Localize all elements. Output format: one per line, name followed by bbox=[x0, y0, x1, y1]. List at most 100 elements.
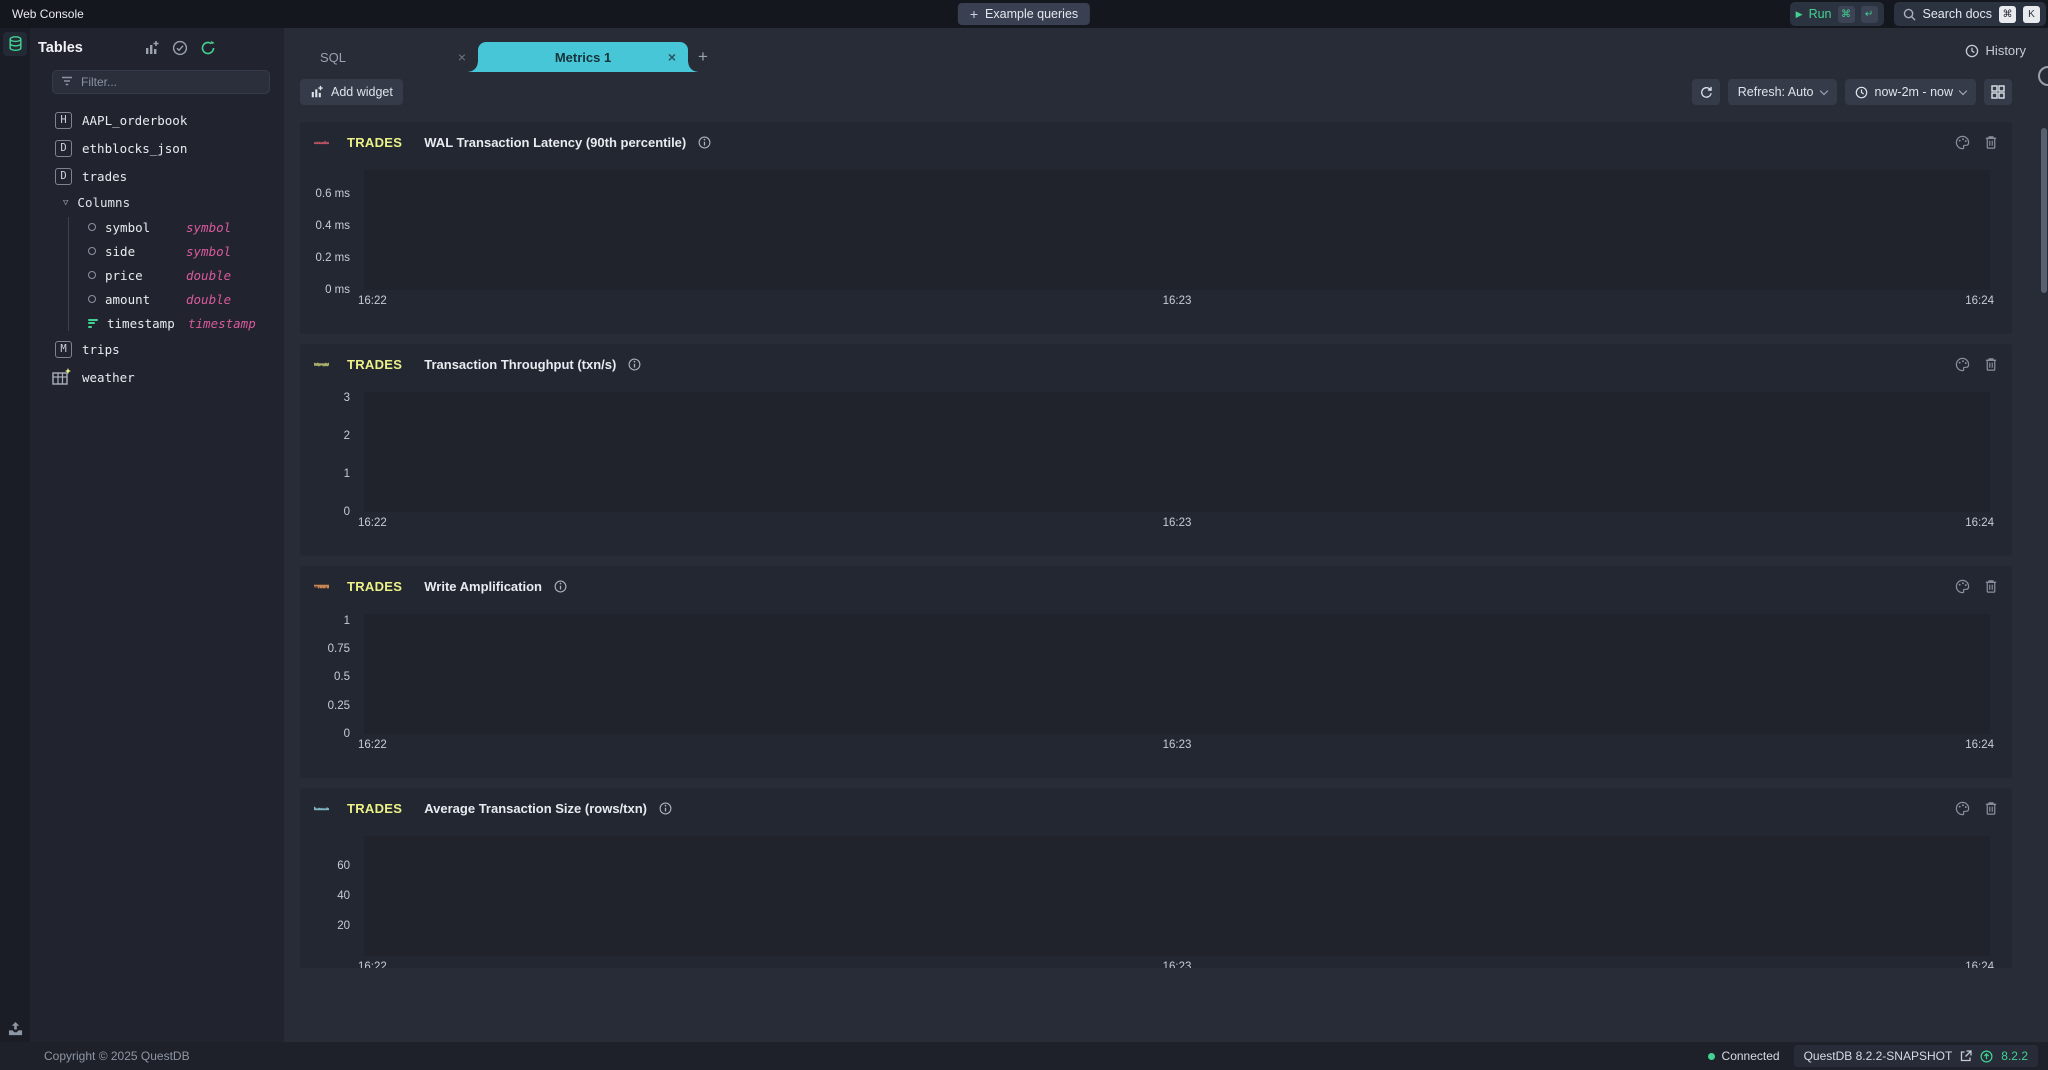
table-row-aapl-orderbook[interactable]: H AAPL_orderbook bbox=[30, 106, 284, 134]
trash-icon[interactable] bbox=[1984, 357, 1998, 372]
info-icon[interactable] bbox=[554, 580, 567, 593]
check-circle-icon[interactable] bbox=[172, 40, 188, 56]
partition-badge: H bbox=[55, 111, 72, 129]
materialized-table-icon bbox=[52, 368, 71, 385]
version-chip: QuestDB 8.2.2-SNAPSHOT 8.2.2 bbox=[1793, 1045, 2038, 1067]
partition-badge: D bbox=[55, 139, 72, 157]
columns-toggle[interactable]: ▽ Columns bbox=[30, 190, 284, 215]
palette-icon[interactable] bbox=[1955, 579, 1970, 594]
widget-header[interactable]: TRADES Average Transaction Size (rows/tx… bbox=[300, 794, 2012, 822]
app-title: Web Console bbox=[12, 7, 84, 21]
tab-sql[interactable]: SQL × bbox=[300, 42, 478, 72]
close-icon[interactable]: × bbox=[667, 49, 676, 65]
add-widget-icon bbox=[311, 85, 323, 98]
main-area: SQL × Metrics 1 × + History Add widget bbox=[284, 28, 2048, 1042]
column-row-price[interactable]: price double bbox=[30, 263, 284, 287]
column-row-amount[interactable]: amount double bbox=[30, 287, 284, 311]
table-row-trades[interactable]: D trades bbox=[30, 162, 284, 190]
sidebar-title: Tables bbox=[38, 40, 83, 56]
refresh-tables-icon[interactable] bbox=[200, 40, 216, 56]
x-axis-tick: 16:22 bbox=[358, 961, 387, 968]
info-icon[interactable] bbox=[659, 802, 672, 815]
trash-icon[interactable] bbox=[1984, 135, 1998, 150]
close-icon[interactable]: × bbox=[457, 49, 466, 65]
metric-widget-1: TRADES WAL Transaction Latency (90th per… bbox=[300, 122, 2012, 334]
time-range-dropdown[interactable]: now-2m - now bbox=[1844, 79, 1976, 105]
run-label: Run bbox=[1808, 7, 1832, 21]
palette-icon[interactable] bbox=[1955, 135, 1970, 150]
y-axis-tick: 0 bbox=[343, 728, 350, 740]
chart-plot[interactable] bbox=[364, 170, 1990, 290]
upload-icon[interactable] bbox=[7, 1021, 24, 1036]
info-icon[interactable] bbox=[698, 136, 711, 149]
x-axis: 16:22 16:23 16:24 bbox=[358, 960, 1994, 968]
y-axis: 3 2 1 0 bbox=[310, 392, 356, 518]
layout-grid-button[interactable] bbox=[1984, 79, 2012, 105]
version-tag: 8.2.2 bbox=[2001, 1049, 2028, 1063]
column-type: double bbox=[186, 267, 232, 283]
run-button[interactable]: ▶ Run ⌘ ↵ bbox=[1789, 2, 1884, 26]
column-row-side[interactable]: side symbol bbox=[30, 239, 284, 263]
refresh-rate-dropdown[interactable]: Refresh: Auto bbox=[1727, 79, 1837, 105]
x-axis: 16:22 16:23 16:24 bbox=[358, 516, 1994, 532]
palette-icon[interactable] bbox=[1955, 801, 1970, 816]
search-docs-button[interactable]: Search docs ⌘ K bbox=[1893, 2, 2046, 26]
y-axis-tick: 0 bbox=[343, 506, 350, 518]
widget-table-name: TRADES bbox=[347, 134, 403, 150]
update-available-icon[interactable] bbox=[1980, 1050, 1993, 1063]
y-axis-tick: 20 bbox=[337, 920, 350, 932]
chart-plot[interactable] bbox=[364, 392, 1990, 512]
y-axis-tick: 0.4 ms bbox=[315, 220, 350, 232]
refresh-icon bbox=[1700, 86, 1712, 98]
trash-icon[interactable] bbox=[1984, 801, 1998, 816]
x-axis-tick: 16:22 bbox=[358, 295, 387, 307]
history-clock-icon bbox=[1965, 44, 1978, 57]
table-row-weather[interactable]: weather bbox=[30, 363, 284, 391]
external-link-icon[interactable] bbox=[1960, 1050, 1972, 1062]
connected-dot-icon bbox=[1707, 1052, 1715, 1060]
column-type: symbol bbox=[186, 243, 232, 259]
clipped-edge-button[interactable] bbox=[2038, 66, 2048, 86]
time-range-label: now-2m - now bbox=[1874, 85, 1954, 99]
history-button[interactable]: History bbox=[1965, 43, 2026, 58]
x-axis-tick: 16:22 bbox=[358, 739, 387, 751]
table-name: weather bbox=[82, 369, 135, 385]
connection-status: Connected bbox=[1707, 1049, 1780, 1063]
y-axis-tick: 0.6 ms bbox=[315, 188, 350, 200]
column-row-symbol[interactable]: symbol symbol bbox=[30, 215, 284, 239]
search-icon bbox=[1903, 8, 1916, 21]
chart-plot[interactable] bbox=[364, 836, 1990, 956]
new-tab-button[interactable]: + bbox=[688, 42, 718, 72]
add-widget-button[interactable]: Add widget bbox=[300, 79, 403, 105]
table-icon bbox=[314, 358, 329, 371]
refresh-dashboard-button[interactable] bbox=[1691, 79, 1720, 105]
table-icon bbox=[314, 580, 329, 593]
tab-metrics-1[interactable]: Metrics 1 × bbox=[468, 42, 698, 72]
palette-icon[interactable] bbox=[1955, 357, 1970, 372]
table-filter-input[interactable] bbox=[52, 70, 270, 94]
trash-icon[interactable] bbox=[1984, 579, 1998, 594]
column-name: side bbox=[105, 243, 136, 259]
column-type: symbol bbox=[186, 219, 232, 235]
x-axis: 16:22 16:23 16:24 bbox=[358, 294, 1994, 310]
table-row-trips[interactable]: M trips bbox=[30, 335, 284, 363]
column-row-timestamp[interactable]: timestamp timestamp bbox=[30, 311, 284, 335]
widget-header[interactable]: TRADES Transaction Throughput (txn/s) bbox=[300, 350, 2012, 378]
x-axis-tick: 16:23 bbox=[1162, 295, 1192, 307]
widget-title: WAL Transaction Latency (90th percentile… bbox=[424, 134, 687, 150]
add-metrics-icon[interactable] bbox=[144, 40, 160, 56]
chart-plot[interactable] bbox=[364, 614, 1990, 734]
search-docs-label: Search docs bbox=[1922, 7, 1992, 21]
y-axis-tick: 0.75 bbox=[327, 643, 350, 656]
info-icon[interactable] bbox=[628, 358, 641, 371]
table-icon bbox=[314, 802, 329, 810]
x-axis: 16:22 16:23 16:24 bbox=[358, 738, 1994, 754]
table-row-ethblocks-json[interactable]: D ethblocks_json bbox=[30, 134, 284, 162]
widget-header[interactable]: TRADES WAL Transaction Latency (90th per… bbox=[300, 128, 2012, 156]
database-nav-button[interactable] bbox=[3, 32, 27, 56]
scrollbar-thumb[interactable] bbox=[2041, 128, 2047, 293]
widget-header[interactable]: TRADES Write Amplification bbox=[300, 572, 2012, 600]
example-queries-button[interactable]: + Example queries bbox=[957, 3, 1091, 25]
widget-table-name: TRADES bbox=[347, 800, 403, 816]
version-label: QuestDB 8.2.2-SNAPSHOT bbox=[1803, 1049, 1953, 1063]
